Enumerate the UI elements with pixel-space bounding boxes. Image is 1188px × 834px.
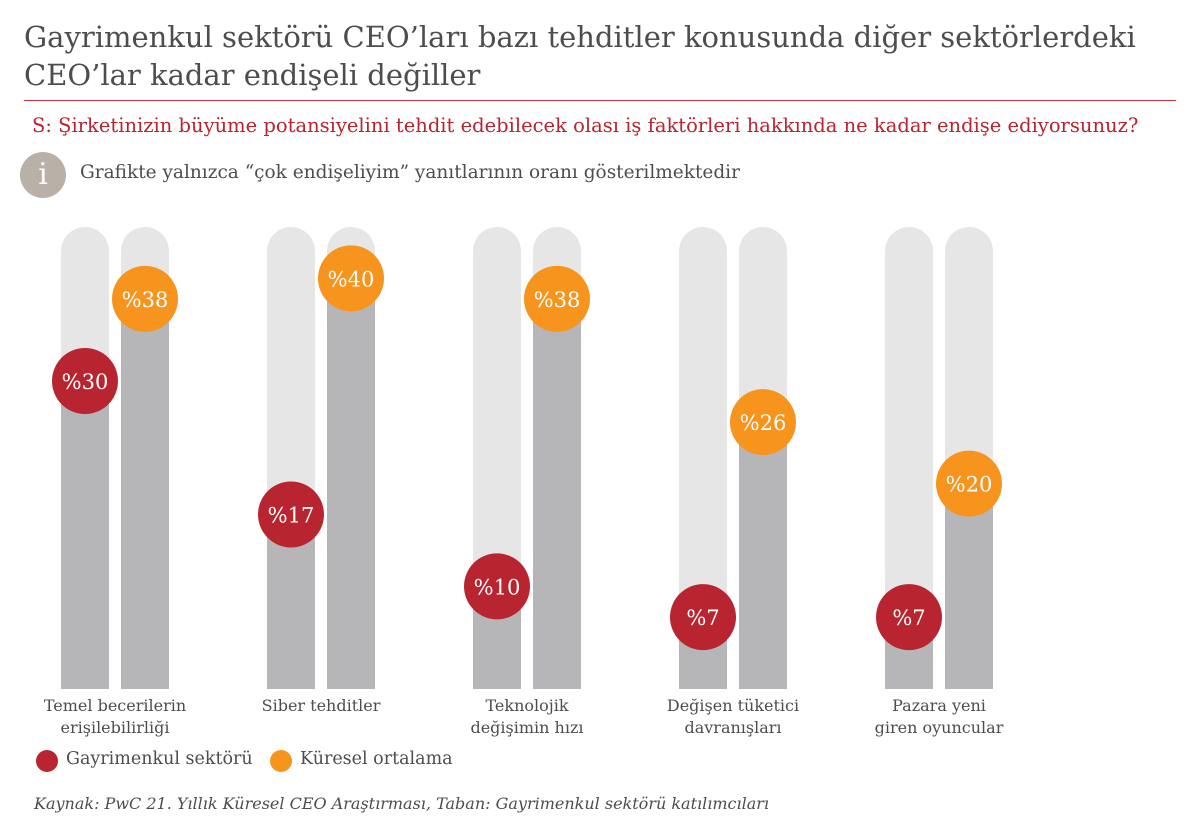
bar	[533, 298, 581, 689]
data-label: %26	[740, 411, 787, 435]
value-bubble	[936, 450, 1002, 517]
category-label: Pazara yeni	[892, 696, 986, 715]
source-note: Kaynak: PwC 21. Yıllık Küresel CEO Araşt…	[34, 794, 770, 813]
value-bubble	[876, 584, 942, 651]
legend-swatch-kuresel	[270, 750, 292, 772]
value-bubble	[258, 481, 324, 548]
category-label: Değişen tüketici	[667, 696, 799, 715]
value-bubble	[464, 553, 530, 620]
data-label: %10	[474, 575, 521, 599]
bar-chart: %30 %38 Temel becerilerin erişilebilirliği%…	[44, 227, 1004, 737]
data-label: %40	[328, 267, 375, 291]
data-label: %7	[686, 606, 719, 630]
value-bubble	[318, 245, 384, 312]
value-bubble	[112, 265, 178, 332]
value-bubble	[730, 389, 796, 456]
bar	[739, 422, 787, 689]
category-label: Teknolojik	[485, 696, 568, 715]
legend-label-gayrimenkul: Gayrimenkul sektörü	[66, 749, 253, 769]
bar	[945, 483, 993, 689]
value-bubble	[524, 265, 590, 332]
bar	[327, 278, 375, 689]
data-label: %17	[268, 503, 315, 527]
bar-track	[679, 227, 727, 689]
legend-label-kuresel: Küresel ortalama	[300, 749, 453, 769]
data-label: %30	[62, 370, 109, 394]
value-bubble	[52, 348, 118, 414]
data-label: %7	[892, 606, 925, 630]
info-note-text: Grafikte yalnızca “çok endişeliyim” yanı…	[80, 162, 740, 183]
legend-swatch-gayrimenkul	[36, 750, 58, 772]
survey-question: S: Şirketinizin büyüme potansiyelini teh…	[32, 114, 1139, 137]
category-label: değişimin hızı	[470, 718, 583, 737]
bar-track	[885, 227, 933, 689]
bar	[121, 298, 169, 689]
info-icon: i	[20, 152, 66, 198]
data-label: %38	[122, 288, 169, 312]
data-label: %20	[946, 473, 993, 497]
bar	[61, 381, 109, 689]
value-bubble	[670, 584, 736, 651]
category-label: Siber tehditler	[262, 696, 381, 715]
category-label: erişilebilirliği	[61, 718, 170, 737]
title-divider	[24, 100, 1176, 101]
category-label: Temel becerilerin	[44, 696, 186, 715]
chart-title: Gayrimenkul sektörü CEO’ları bazı tehdit…	[24, 20, 1136, 92]
category-label: giren oyuncular	[875, 718, 1004, 737]
category-label: davranışları	[684, 718, 781, 737]
data-label: %38	[534, 288, 581, 312]
